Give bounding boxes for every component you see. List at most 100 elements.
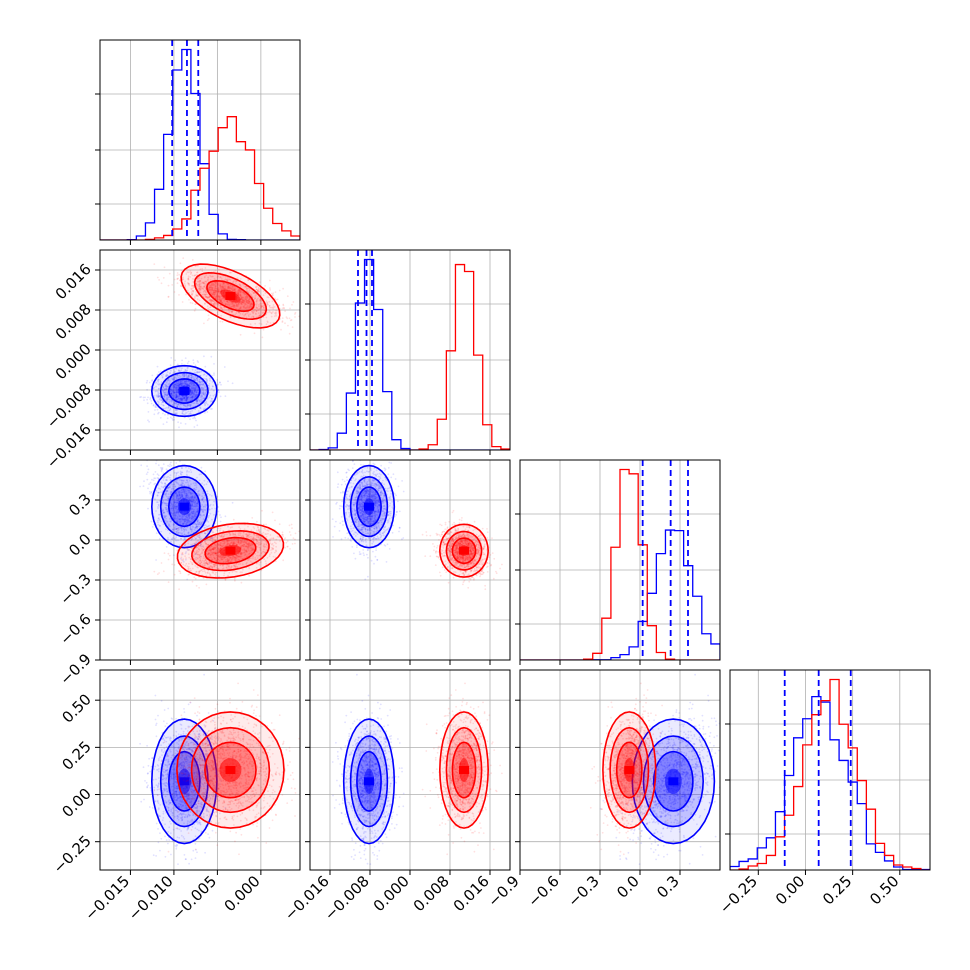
sample-point xyxy=(174,514,176,517)
sample-point xyxy=(217,547,220,550)
sample-point xyxy=(259,554,261,557)
sample-point xyxy=(180,284,182,287)
sample-point xyxy=(196,503,198,506)
sample-point xyxy=(219,320,222,323)
sample-point xyxy=(178,395,181,397)
sample-point xyxy=(193,297,196,300)
sample-point xyxy=(201,563,204,566)
sample-point xyxy=(166,394,169,397)
sample-point xyxy=(254,558,256,560)
sample-point xyxy=(180,492,183,494)
sample-point xyxy=(196,424,199,427)
sample-point xyxy=(180,489,183,492)
sample-point xyxy=(195,513,198,516)
sample-point xyxy=(266,302,269,304)
sample-point xyxy=(184,369,187,372)
sample-point xyxy=(260,532,263,535)
sample-point xyxy=(221,558,224,561)
sample-point xyxy=(233,289,236,291)
sample-point xyxy=(214,291,217,294)
sample-point xyxy=(224,285,227,287)
sample-point xyxy=(294,313,296,315)
sample-point xyxy=(171,394,174,397)
sample-point xyxy=(215,567,218,569)
sample-point xyxy=(184,552,187,555)
sample-point xyxy=(180,495,183,498)
sample-point xyxy=(241,301,244,304)
sample-point xyxy=(274,291,277,293)
sample-point xyxy=(237,533,240,535)
sample-point xyxy=(231,501,234,504)
sample-point xyxy=(167,396,170,398)
sample-point xyxy=(199,400,202,403)
sample-point xyxy=(168,476,171,479)
sample-point xyxy=(258,287,260,290)
sample-point xyxy=(202,577,205,579)
sample-point xyxy=(183,397,186,400)
sample-point xyxy=(187,532,190,535)
sample-point xyxy=(153,386,156,389)
sample-point xyxy=(167,383,170,386)
sample-point xyxy=(186,399,188,402)
sample-point xyxy=(215,303,218,306)
sample-point xyxy=(227,286,230,289)
sample-point xyxy=(239,528,242,530)
sample-point xyxy=(183,397,186,399)
sample-point xyxy=(180,398,182,400)
sample-point xyxy=(193,542,196,545)
sample-point xyxy=(165,375,168,377)
sample-point xyxy=(155,510,157,512)
sample-point xyxy=(205,291,208,293)
sample-point xyxy=(166,380,169,382)
sample-point xyxy=(187,366,189,369)
sample-point xyxy=(164,413,166,416)
y-tick-label: 0.000 xyxy=(52,340,95,383)
sample-point xyxy=(183,492,186,494)
sample-point xyxy=(192,392,195,395)
sample-point xyxy=(202,514,205,516)
sample-point xyxy=(239,290,242,293)
sample-point xyxy=(224,287,227,289)
sample-point xyxy=(193,487,196,490)
sample-point xyxy=(233,304,236,307)
sample-point xyxy=(190,287,193,290)
sample-point xyxy=(266,296,269,298)
sample-point xyxy=(210,397,213,400)
sample-point xyxy=(225,539,228,542)
sample-point xyxy=(248,289,251,292)
sample-point xyxy=(185,412,188,414)
sample-point xyxy=(164,482,166,484)
sample-point xyxy=(194,389,196,391)
sample-point xyxy=(244,545,247,548)
sample-point xyxy=(249,313,252,316)
sample-point xyxy=(205,390,208,392)
sample-point xyxy=(184,396,187,398)
sample-point xyxy=(195,402,198,404)
sample-point xyxy=(187,514,190,516)
sample-point xyxy=(232,538,234,541)
sample-point xyxy=(213,289,216,292)
sample-point xyxy=(172,378,174,381)
sample-point xyxy=(247,300,250,303)
sample-point xyxy=(256,554,258,557)
sample-point xyxy=(190,530,193,533)
sample-point xyxy=(159,397,162,400)
sample-point xyxy=(252,296,254,298)
sample-point xyxy=(248,306,251,309)
sample-point xyxy=(233,556,236,559)
sample-point xyxy=(238,531,241,534)
sample-point xyxy=(243,299,246,301)
sample-point xyxy=(192,510,195,513)
sample-point xyxy=(240,300,243,303)
sample-point xyxy=(178,491,181,493)
sample-point xyxy=(184,515,187,518)
sample-point xyxy=(217,567,220,570)
sample-point xyxy=(165,388,168,390)
sample-point xyxy=(180,561,183,564)
sample-point xyxy=(193,488,196,490)
sample-point xyxy=(222,556,225,559)
sample-point xyxy=(170,507,173,510)
sample-point xyxy=(188,298,190,301)
sample-point xyxy=(202,509,205,512)
sample-point xyxy=(190,391,193,394)
